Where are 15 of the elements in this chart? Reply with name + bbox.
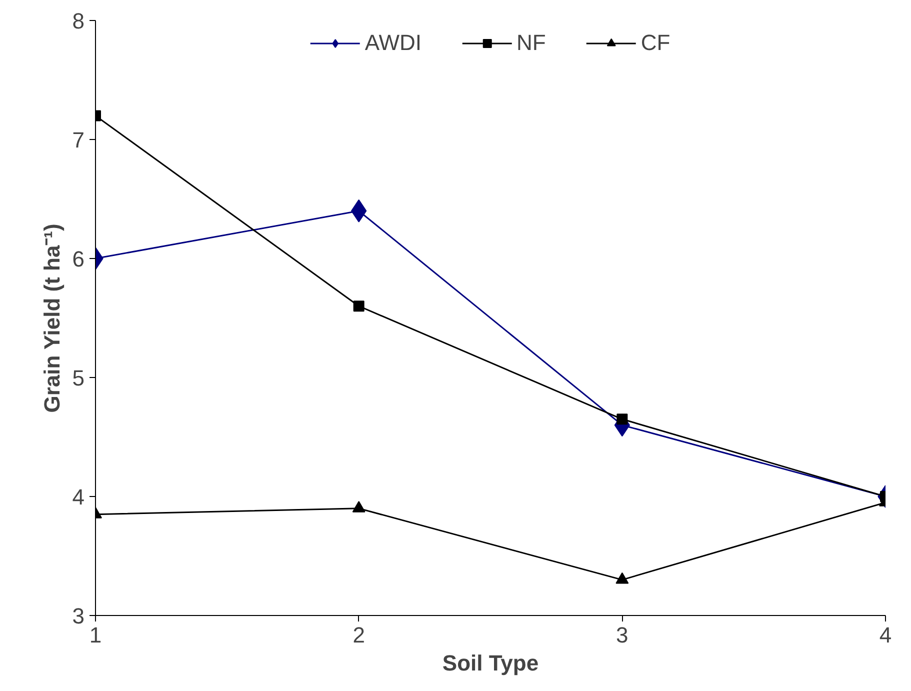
x-tick-label: 2	[352, 622, 365, 648]
y-tick-label: 3	[72, 604, 85, 628]
legend-label: CF	[640, 30, 670, 56]
y-tick-label: 7	[72, 128, 85, 152]
x-axis-title: Soil Type	[442, 650, 539, 676]
legend-label: AWDI	[364, 30, 422, 56]
x-tick-label: 4	[879, 622, 892, 648]
legend-label: NF	[516, 30, 546, 56]
y-tick-label: 4	[72, 484, 85, 510]
y-tick-label: 8	[72, 8, 85, 34]
y-tick-label: 6	[72, 246, 85, 272]
x-tick-label: 1	[89, 622, 102, 648]
x-tick-label: 3	[616, 622, 628, 648]
y-axis-title: Grain Yield (t ha⁻¹)	[39, 224, 64, 413]
y-tick-label: 5	[72, 366, 85, 390]
